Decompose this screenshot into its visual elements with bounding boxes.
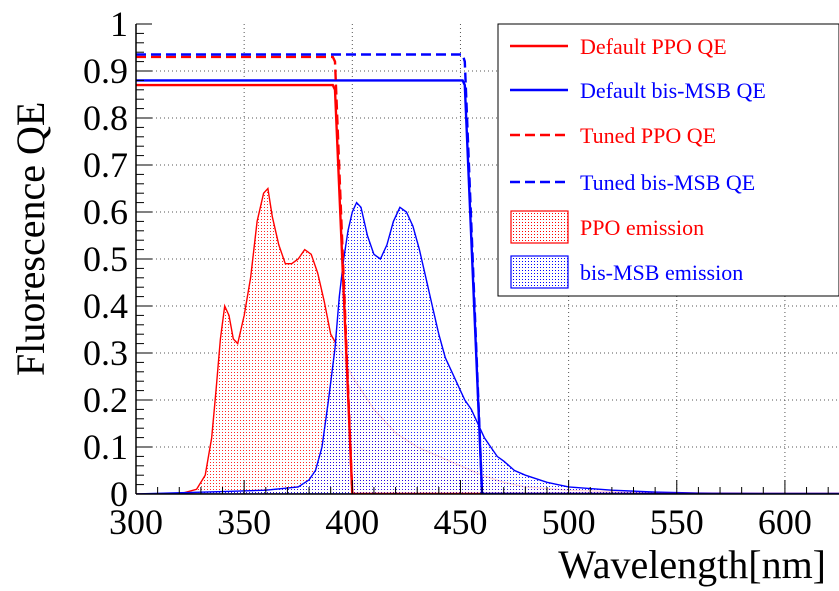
x-tick-label: 600 (758, 502, 812, 542)
legend-box (497, 23, 839, 297)
legend: Default PPO QE Default bis-MSB QE Tuned PP… (497, 23, 839, 297)
y-tick-label: 0.5 (83, 239, 128, 279)
y-tick-label: 0 (110, 474, 128, 514)
y-tick-label: 0.8 (83, 98, 128, 138)
y-tick-label: 0.9 (83, 51, 128, 91)
legend-label-tuned-bis-msb-qe: Tuned bis-MSB QE (580, 170, 755, 195)
emission-area-bis-msb-emission (136, 201, 839, 494)
legend-label-default-ppo-qe: Default PPO QE (580, 34, 727, 59)
qe-lines (136, 53, 839, 494)
x-axis-title: Wavelength[nm] (558, 542, 826, 587)
qe-line-default-ppo-qe (136, 83, 839, 494)
y-tick-label: 0.6 (83, 192, 128, 232)
y-axis-title: Fluorescence QE (8, 102, 53, 376)
y-tick-label: 0.4 (83, 286, 128, 326)
tick-labels: 300 350 400 450 500 550 600 0 0.1 0.2 0.3 0.4 0.5 0.6… (83, 4, 812, 542)
legend-swatch-ppo-emission (510, 210, 569, 244)
x-tick-label: 450 (433, 502, 487, 542)
x-tick-label: 300 (109, 502, 163, 542)
legend-label-tuned-ppo-qe: Tuned PPO QE (580, 123, 716, 148)
x-tick-label: 350 (217, 502, 271, 542)
y-tick-label: 0.1 (83, 427, 128, 467)
axes (135, 23, 839, 495)
y-tick-label: 0.7 (83, 145, 128, 185)
y-tick-label: 0.3 (83, 333, 128, 373)
x-tick-label: 550 (650, 502, 704, 542)
x-tick-label: 500 (542, 502, 596, 542)
legend-swatch-bis-msb-emission (510, 255, 569, 289)
y-tick-label: 0.2 (83, 380, 128, 420)
y-tick-label: 1 (110, 4, 128, 44)
legend-label-bis-msb-emission: bis-MSB emission (580, 260, 743, 285)
qe-line-tuned-ppo-qe (136, 55, 355, 494)
qe-line-tuned-bis-msb-qe (136, 53, 485, 494)
legend-label-ppo-emission: PPO emission (580, 215, 704, 240)
legend-label-default-bis-msb-qe: Default bis-MSB QE (580, 78, 766, 103)
x-tick-label: 400 (325, 502, 379, 542)
emission-areas (136, 186, 839, 494)
